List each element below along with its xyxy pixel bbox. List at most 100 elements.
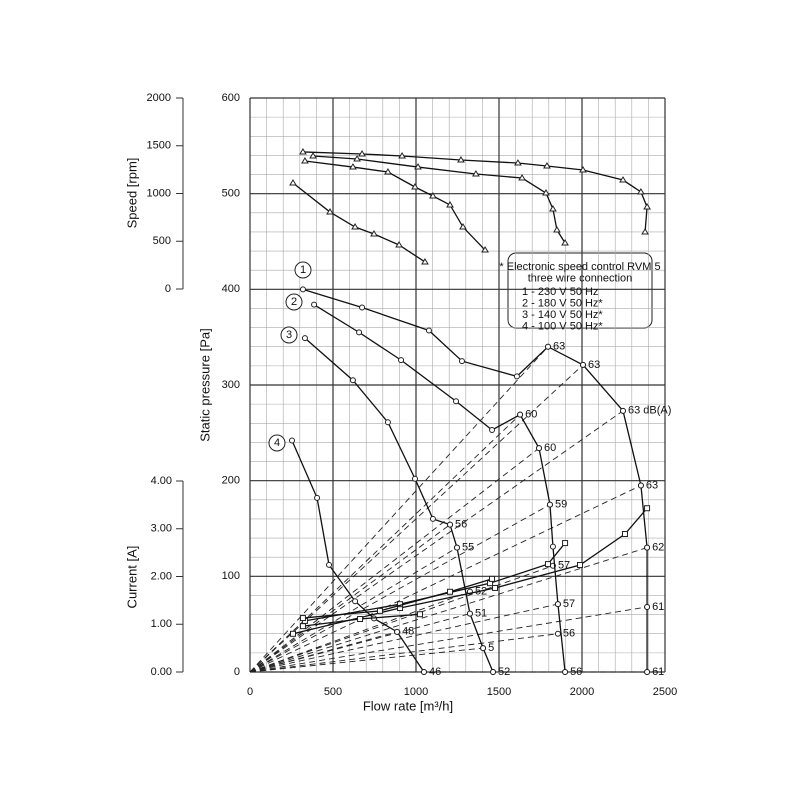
point [542, 189, 550, 196]
point [620, 407, 627, 414]
point [420, 669, 427, 675]
noise-label: 59 [555, 498, 567, 510]
point [412, 475, 419, 482]
noise-label: 62 [652, 542, 664, 554]
curve-number: 2 [291, 296, 297, 308]
point [579, 361, 586, 368]
point [370, 230, 378, 237]
point [326, 561, 333, 568]
point [517, 411, 524, 418]
y2-tick-label: 500 [153, 235, 171, 247]
point [299, 623, 306, 630]
noise-label: 63 [553, 341, 565, 353]
y-tick-label: 0 [234, 666, 240, 678]
point [637, 188, 645, 195]
point [414, 163, 422, 170]
y-tick-label: 300 [222, 379, 240, 391]
legend-text: * Electronic speed control RVM 5 [499, 261, 660, 273]
noise-line [249, 647, 484, 673]
legend-text: 4 - 100 V 50 Hz* [522, 320, 603, 332]
point [447, 521, 454, 528]
noise-line [249, 346, 549, 673]
point [459, 223, 467, 230]
noise-label: 48 [402, 626, 414, 638]
point [384, 419, 391, 426]
x-tick-label: 1500 [487, 686, 511, 698]
point [544, 343, 551, 350]
pressure-curve [304, 337, 494, 673]
point [554, 601, 561, 608]
speed-curve [302, 151, 648, 233]
noise-label: 56 [570, 666, 582, 678]
point [299, 615, 306, 622]
point [326, 208, 334, 215]
point [349, 377, 356, 384]
point [619, 176, 627, 183]
point [309, 151, 317, 159]
point [644, 603, 651, 610]
y3-tick-label: 3.00 [151, 523, 172, 535]
curve-number-ring [268, 434, 286, 452]
noise-label: 61 [652, 601, 664, 613]
noise-line [249, 547, 648, 673]
noise-line [249, 606, 648, 673]
noise-label: 60 [525, 409, 537, 421]
curve-number: 1 [300, 264, 306, 276]
legend-text: 3 - 140 V 50 Hz* [522, 309, 603, 321]
noise-label: 57 [563, 598, 575, 610]
point [349, 163, 357, 170]
point [518, 174, 526, 181]
point [492, 584, 499, 591]
point [352, 598, 359, 605]
point [299, 147, 307, 155]
noise-label: 63 [588, 359, 600, 371]
point [643, 202, 651, 210]
pressure-curve [302, 288, 648, 672]
point [561, 238, 569, 246]
noise-line [249, 565, 554, 673]
curve-number-ring [294, 261, 312, 279]
point [457, 156, 465, 163]
point [513, 373, 520, 380]
y2-tick-label: 0 [165, 283, 171, 295]
noise-line [249, 603, 559, 673]
point [446, 200, 454, 208]
y-tick-label: 600 [222, 92, 240, 104]
point [398, 357, 405, 364]
point [543, 162, 551, 169]
point [466, 610, 473, 617]
point [289, 630, 296, 637]
y2-tick-label: 1500 [147, 140, 171, 152]
pressure-curve [313, 304, 566, 673]
y3-axis-label: Current [A] [124, 546, 139, 609]
noise-line [249, 524, 451, 673]
curve-number: 3 [286, 329, 292, 341]
noise-line [249, 504, 551, 673]
y3-tick-label: 1.00 [151, 618, 172, 630]
point [641, 228, 649, 235]
x-tick-label: 0 [247, 686, 253, 698]
x-tick-label: 1000 [404, 686, 428, 698]
noise-label: 55 [462, 542, 474, 554]
point [579, 166, 587, 173]
point [644, 505, 651, 512]
noise-label: 51 [475, 608, 487, 620]
noise-line [249, 547, 458, 673]
noise-line [249, 613, 471, 673]
point [425, 327, 432, 334]
point [454, 544, 461, 551]
point [562, 540, 569, 547]
point [416, 611, 423, 618]
point [490, 669, 497, 675]
point [429, 192, 437, 199]
point [314, 494, 321, 501]
point [421, 258, 429, 265]
noise-line [249, 410, 624, 673]
noise-line [249, 631, 398, 673]
point [353, 155, 361, 162]
point [299, 286, 306, 293]
y2-tick-label: 2000 [147, 92, 171, 104]
curve-number: 4 [274, 437, 280, 449]
x-tick-label: 2000 [570, 686, 594, 698]
